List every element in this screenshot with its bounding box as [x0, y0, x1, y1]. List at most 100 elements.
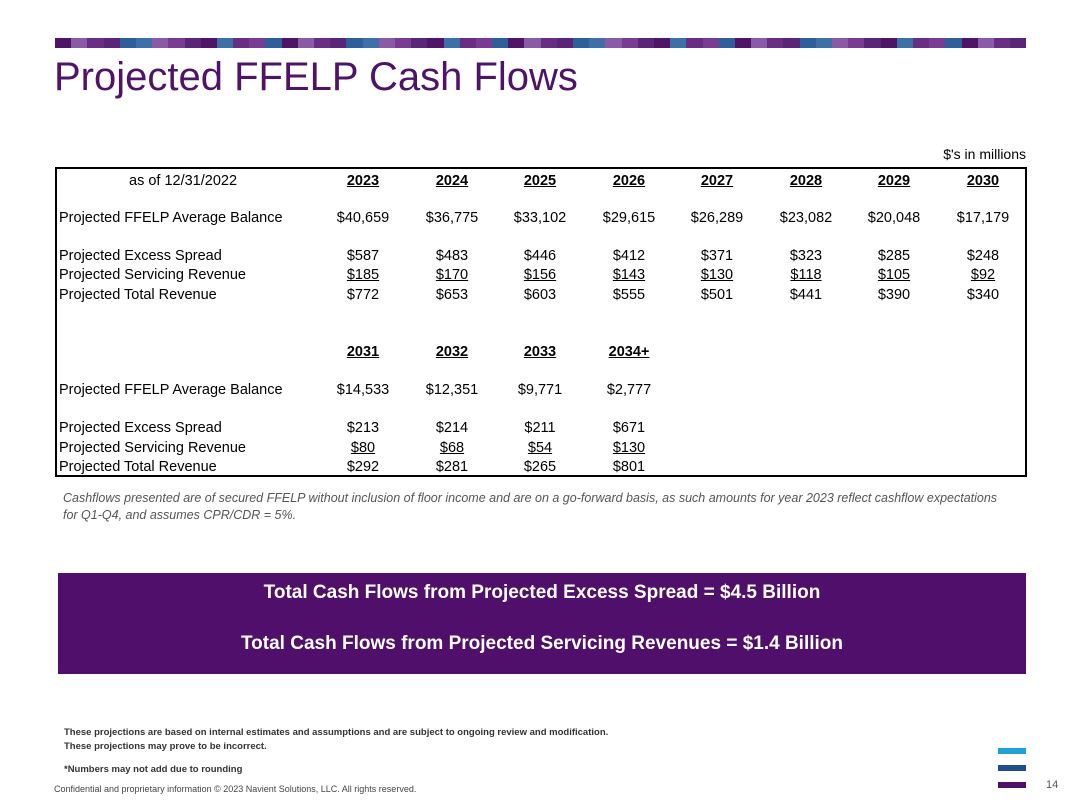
rounding-note: *Numbers may not add due to rounding — [64, 764, 243, 775]
logo-bar-top — [998, 748, 1026, 754]
stripe-segment — [184, 38, 201, 48]
table-cell-value: $80 — [350, 440, 376, 456]
table-cell-value: $213 — [346, 420, 380, 436]
stripe-segment — [71, 38, 88, 48]
table-cell-value: $323 — [789, 248, 823, 264]
stripe-segment — [459, 38, 476, 48]
stripe-segment — [896, 38, 913, 48]
stripe-segment — [135, 38, 153, 48]
table-cell-value: $671 — [612, 420, 646, 436]
banner-excess-spread-total: Total Cash Flows from Projected Excess S… — [263, 582, 821, 603]
stripe-segment — [362, 38, 379, 48]
stripe-segment — [977, 38, 994, 48]
table-cell-value: $26,289 — [690, 210, 744, 226]
stripe-segment — [265, 38, 282, 48]
stripe-segment — [524, 38, 541, 48]
stripe-segment — [87, 38, 104, 48]
row-label: Projected FFELP Average Balance — [59, 210, 283, 226]
stripe-segment — [508, 38, 525, 48]
stripe-segment — [653, 38, 671, 48]
row-label: Projected Total Revenue — [59, 459, 217, 475]
logo-bar-middle — [998, 765, 1026, 771]
table-cell-value: $9,771 — [517, 382, 563, 398]
stripe-segment — [702, 38, 719, 48]
stripe-segment — [411, 38, 428, 48]
table-cell-value: $653 — [435, 287, 469, 303]
year-header: 2032 — [435, 344, 469, 360]
cash-flow-table: as of 12/31/2022 2023 2024 2025 2026 2027 202… — [55, 167, 1027, 477]
stripe-segment — [152, 38, 169, 48]
page-number: 14 — [1046, 779, 1059, 791]
stripe-segment — [605, 38, 622, 48]
stripe-segment — [799, 38, 816, 48]
table-cell-value: $33,102 — [513, 210, 567, 226]
table-cell-value: $92 — [970, 267, 996, 283]
row-label: Projected Servicing Revenue — [59, 267, 246, 283]
year-header: 2029 — [877, 173, 911, 189]
stripe-segment — [945, 38, 962, 48]
table-cell-value: $2,777 — [606, 382, 652, 398]
stripe-segment — [297, 38, 314, 48]
stripe-segment — [540, 38, 557, 48]
table-cell-value: $285 — [877, 248, 911, 264]
table-cell-value: $143 — [612, 267, 646, 283]
stripe-segment — [767, 38, 784, 48]
stripe-segment — [573, 38, 590, 48]
logo-bar-bottom — [998, 782, 1026, 788]
table-cell-value: $446 — [523, 248, 557, 264]
table-cell-value: $772 — [346, 287, 380, 303]
stripe-segment — [993, 38, 1011, 48]
stripe-segment — [734, 38, 752, 48]
table-cell-value: $20,048 — [867, 210, 921, 226]
table-cell-value: $483 — [435, 248, 469, 264]
row-label: Projected Servicing Revenue — [59, 440, 246, 456]
row-label: Projected Total Revenue — [59, 287, 217, 303]
table-cell-value: $214 — [435, 420, 469, 436]
year-header: 2025 — [523, 173, 557, 189]
stripe-segment — [249, 38, 266, 48]
table-cell-value: $281 — [435, 459, 469, 475]
table-cell-value: $14,533 — [336, 382, 390, 398]
year-header: 2031 — [346, 344, 380, 360]
year-header: 2030 — [966, 173, 1000, 189]
table-cell-value: $54 — [527, 440, 553, 456]
stripe-segment — [880, 38, 897, 48]
stripe-segment — [103, 38, 120, 48]
year-header: 2026 — [612, 173, 646, 189]
stripe-segment — [637, 38, 654, 48]
stripe-segment — [55, 38, 72, 48]
stripe-segment — [783, 38, 800, 48]
table-cell-value: $170 — [435, 267, 469, 283]
stripe-segment — [1010, 38, 1027, 48]
table-cell-value: $441 — [789, 287, 823, 303]
year-header: 2027 — [700, 173, 734, 189]
stripe-segment — [346, 38, 363, 48]
stripe-segment — [815, 38, 832, 48]
stripe-segment — [492, 38, 509, 48]
year-header: 2028 — [789, 173, 823, 189]
stripe-segment — [929, 38, 946, 48]
stripe-segment — [848, 38, 865, 48]
stripe-segment — [216, 38, 234, 48]
stripe-segment — [168, 38, 185, 48]
stripe-segment — [589, 38, 606, 48]
stripe-segment — [670, 38, 687, 48]
stripe-segment — [281, 38, 298, 48]
banner-servicing-total: Total Cash Flows from Projected Servicin… — [240, 633, 844, 654]
stripe-segment — [443, 38, 460, 48]
stripe-segment — [912, 38, 930, 48]
totals-banner: Total Cash Flows from Projected Excess S… — [58, 573, 1026, 674]
table-cell-value: $340 — [966, 287, 1000, 303]
stripe-segment — [718, 38, 735, 48]
table-cell-value: $292 — [346, 459, 380, 475]
table-cell-value: $40,659 — [336, 210, 390, 226]
table-cell-value: $412 — [612, 248, 646, 264]
disclaimer-line-2: These projections may prove to be incorr… — [64, 741, 267, 752]
row-label: Projected Excess Spread — [59, 248, 222, 264]
table-cell-value: $130 — [612, 440, 646, 456]
page-title: Projected FFELP Cash Flows — [54, 55, 578, 99]
row-label: Projected Excess Spread — [59, 420, 222, 436]
table-cell-value: $12,351 — [425, 382, 479, 398]
stripe-segment — [330, 38, 347, 48]
table-cell-value: $801 — [612, 459, 646, 475]
